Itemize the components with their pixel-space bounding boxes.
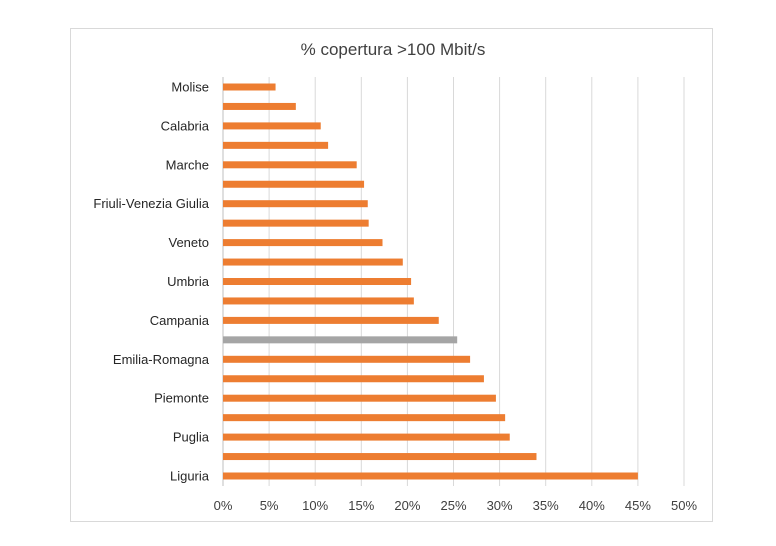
x-tick-label: 5% xyxy=(260,498,279,513)
bar xyxy=(223,414,506,422)
bar xyxy=(223,141,329,149)
x-tick-label: 35% xyxy=(533,498,559,513)
x-tick-label: 25% xyxy=(440,498,466,513)
bar xyxy=(223,102,296,110)
x-tick-label: 50% xyxy=(671,498,697,513)
bar xyxy=(223,297,414,305)
bar xyxy=(223,336,458,344)
category-label: Emilia-Romagna xyxy=(113,352,210,367)
bar xyxy=(223,239,383,247)
x-tick-label: 15% xyxy=(348,498,374,513)
bar xyxy=(223,355,471,363)
category-label: Liguria xyxy=(170,469,210,484)
bar xyxy=(223,433,510,441)
x-tick-label: 45% xyxy=(625,498,651,513)
category-label: Umbria xyxy=(167,274,210,289)
category-label: Calabria xyxy=(161,118,210,133)
chart-frame: % copertura >100 Mbit/s Molise Calabria Ma… xyxy=(70,28,713,522)
bar xyxy=(223,200,368,208)
x-tick-label: 30% xyxy=(487,498,513,513)
bar xyxy=(223,375,484,383)
bar xyxy=(223,180,365,188)
bar xyxy=(223,278,412,285)
bar xyxy=(223,83,276,91)
bar xyxy=(223,453,537,461)
bars xyxy=(223,83,638,480)
category-label: Puglia xyxy=(173,430,210,445)
category-label: Molise xyxy=(171,80,209,95)
bar xyxy=(223,122,321,130)
bar xyxy=(223,219,369,227)
x-tick-label: 20% xyxy=(394,498,420,513)
category-label: Campania xyxy=(150,313,210,328)
bar xyxy=(223,394,496,402)
category-labels: Molise Calabria Marche Friuli-Venezia Giuli… xyxy=(93,80,209,484)
x-tick-label: 10% xyxy=(302,498,328,513)
category-label: Piemonte xyxy=(154,391,209,406)
bar-chart: % copertura >100 Mbit/s Molise Calabria Ma… xyxy=(93,40,698,513)
bar xyxy=(223,258,403,266)
x-tick-label: 40% xyxy=(579,498,605,513)
category-label: Veneto xyxy=(169,235,210,250)
chart-title: % copertura >100 Mbit/s xyxy=(301,40,486,59)
category-label: Marche xyxy=(166,157,209,172)
bar xyxy=(223,472,638,480)
category-label: Friuli-Venezia Giulia xyxy=(93,196,209,211)
x-tick-labels: 0% 5% 10% 15% 20% 25% 30% 35% 40% 45% 50% xyxy=(214,498,698,513)
x-tick-label: 0% xyxy=(214,498,233,513)
bar xyxy=(223,161,357,169)
bar xyxy=(223,316,439,324)
